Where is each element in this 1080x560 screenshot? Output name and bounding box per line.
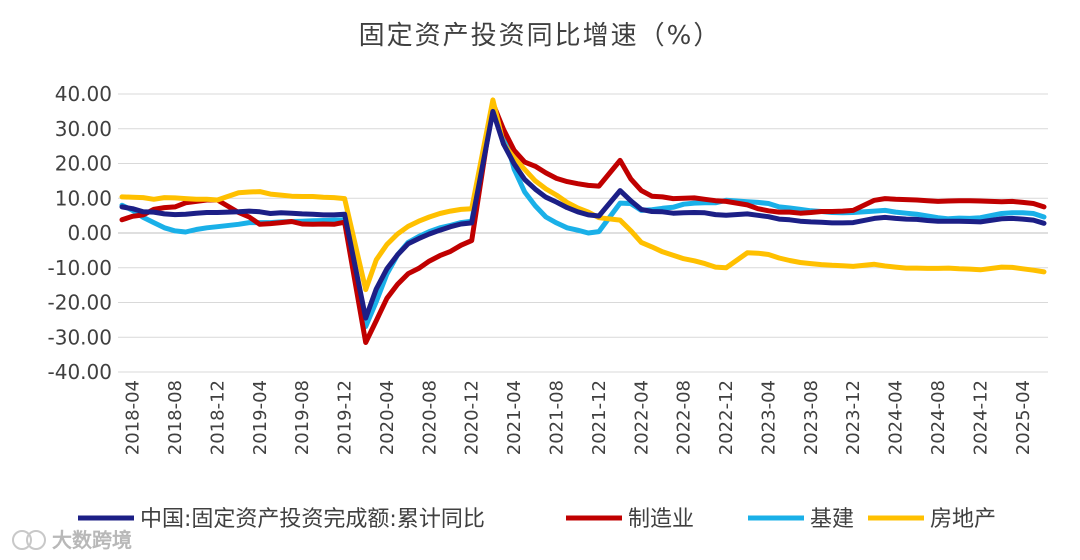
x-tick-label: 2018-08	[165, 380, 186, 455]
x-axis: 2018-04 2018-08 2018-12 2019-04 2019-08 2019-…	[118, 232, 1048, 455]
legend-label-1: 制造业	[628, 507, 694, 532]
x-tick-label: 2021-08	[547, 380, 568, 455]
chart-title: 固定资产投资同比增速（%）	[359, 21, 722, 51]
y-tick-label: 0.00	[67, 221, 112, 245]
watermark-logo-icon-inner	[26, 530, 46, 550]
y-tick-label: -30.00	[48, 325, 112, 349]
legend-label-3: 房地产	[930, 507, 996, 532]
y-tick-label: 40.00	[55, 82, 112, 106]
x-tick-label: 2023-04	[758, 380, 779, 455]
x-tick-label: 2023-08	[801, 380, 822, 455]
x-tick-label: 2023-12	[843, 380, 864, 455]
series-line-1	[119, 100, 1047, 345]
x-tick-label: 2024-04	[886, 380, 907, 455]
watermark: 大数跨境	[12, 528, 132, 552]
legend-label-0: 中国:固定资产投资完成额:累计同比	[140, 507, 485, 532]
y-tick-label: -10.00	[48, 256, 112, 280]
x-tick-label: 2024-08	[928, 380, 949, 455]
series-line-3	[119, 97, 1047, 293]
x-tick-label: 2018-04	[123, 380, 144, 455]
y-tick-label: 30.00	[55, 117, 112, 141]
series-line-2	[119, 103, 1047, 329]
x-tick-label: 2020-12	[462, 380, 483, 455]
y-tick-label: -40.00	[48, 360, 112, 384]
series-line-0	[119, 108, 1047, 321]
x-tick-label: 2022-08	[674, 380, 695, 455]
series-lines	[119, 97, 1047, 345]
x-tick-label: 2019-08	[292, 380, 313, 455]
legend-label-2: 基建	[810, 507, 854, 532]
watermark-text: 大数跨境	[52, 528, 132, 552]
y-axis: -40.00 -30.00 -20.00 -10.00 0.00 10.00 20.00 30…	[48, 82, 112, 384]
x-tick-label: 2018-12	[207, 380, 228, 455]
y-tick-label: 10.00	[55, 186, 112, 210]
x-tick-label: 2020-04	[377, 380, 398, 455]
x-tick-label: 2022-04	[631, 380, 652, 455]
legend: 中国:固定资产投资完成额:累计同比 制造业 基建 房地产	[78, 507, 996, 532]
y-tick-label: -20.00	[48, 291, 112, 315]
y-tick-label: 20.00	[55, 152, 112, 176]
x-tick-label: 2021-12	[589, 380, 610, 455]
x-tick-label: 2019-12	[335, 380, 356, 455]
x-tick-label: 2021-04	[504, 380, 525, 455]
x-tick-label: 2019-04	[250, 380, 271, 455]
watermark-logo-icon	[12, 530, 32, 550]
x-tick-label: 2025-04	[1013, 380, 1034, 455]
x-tick-label: 2024-12	[970, 380, 991, 455]
x-tick-label: 2020-08	[419, 380, 440, 455]
x-tick-label: 2022-12	[716, 380, 737, 455]
